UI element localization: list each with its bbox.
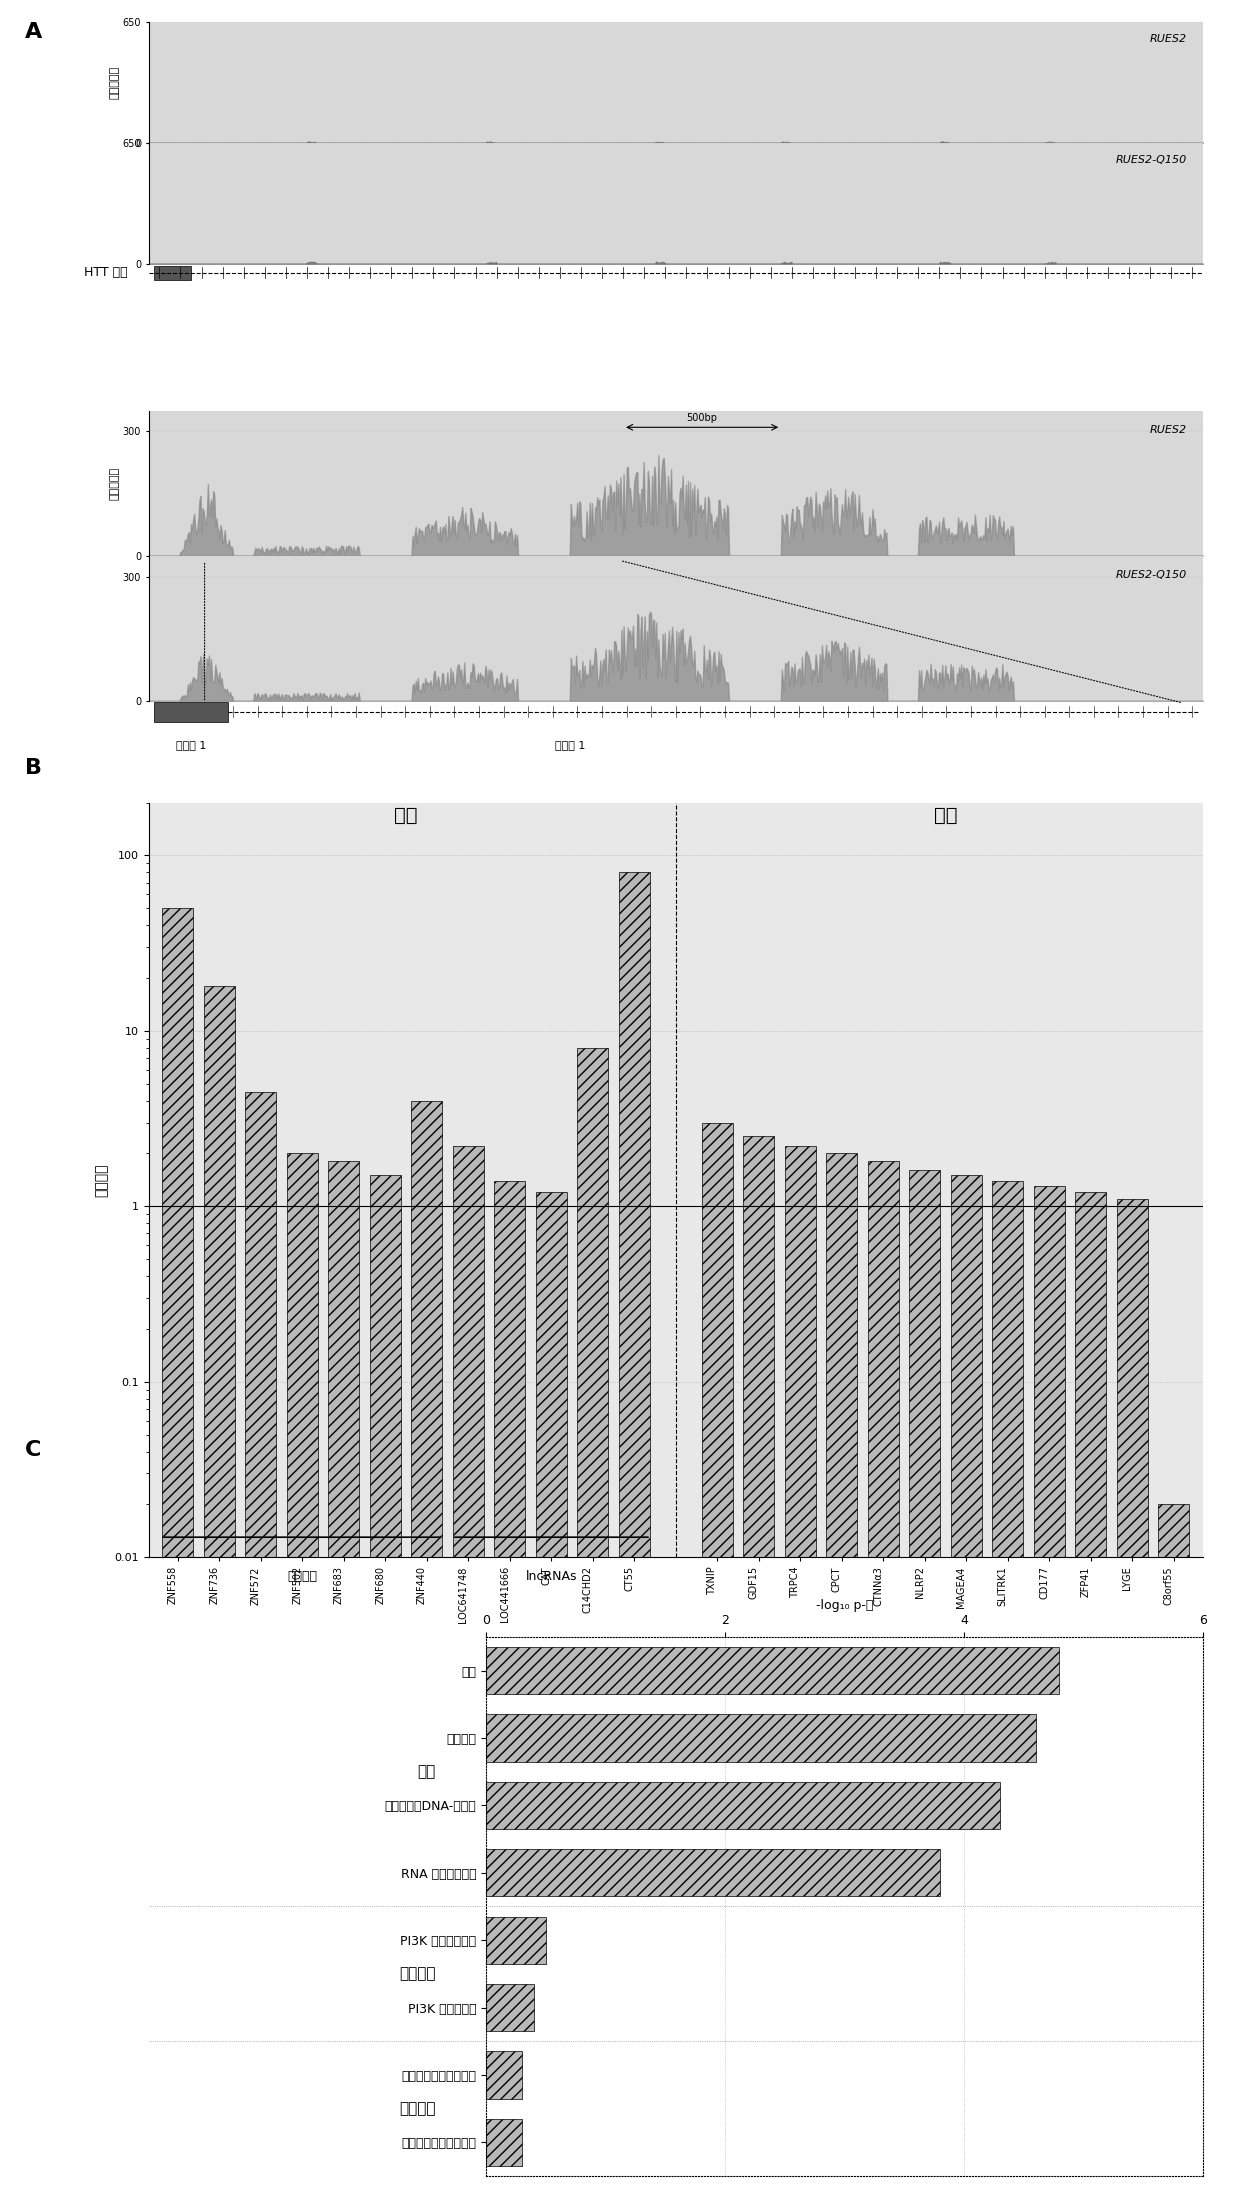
Bar (154, 701, 228, 721)
Bar (486, 1849, 940, 1897)
Bar (154, 266, 191, 279)
Bar (486, 2119, 522, 2165)
Text: HTT 基因: HTT 基因 (84, 266, 128, 279)
Bar (486, 1714, 1035, 1761)
Bar (486, 2051, 522, 2099)
Bar (619, 873, 650, 2198)
Text: 内含子 1: 内含子 1 (556, 741, 585, 750)
Bar (453, 1145, 484, 2198)
Text: C: C (25, 1440, 41, 1459)
Text: 下调: 下调 (934, 804, 957, 824)
Text: 500bp: 500bp (687, 413, 718, 424)
Bar (370, 1176, 401, 2198)
Bar (951, 1176, 982, 2198)
X-axis label: -log₁₀ p-値: -log₁₀ p-値 (816, 1598, 873, 1611)
Bar (246, 1092, 277, 2198)
Bar (785, 1145, 816, 2198)
Text: A: A (25, 22, 42, 42)
Bar (412, 1101, 443, 2198)
Y-axis label: 倍数变化: 倍数变化 (95, 1163, 109, 1196)
Y-axis label: 阅读覆盖盖: 阅读覆盖盖 (110, 66, 120, 99)
Bar (162, 908, 193, 2198)
Bar (909, 1172, 940, 2198)
Bar (1117, 1198, 1148, 2198)
Bar (495, 1180, 526, 2198)
Text: lncRNAs: lncRNAs (526, 1569, 577, 1583)
Bar (578, 1048, 609, 2198)
Bar (702, 1123, 733, 2198)
Text: RUES2-Q150: RUES2-Q150 (1116, 156, 1187, 165)
Bar (1075, 1191, 1106, 2198)
Text: RUES2-Q150: RUES2-Q150 (1116, 569, 1187, 580)
Bar (486, 1917, 546, 1963)
Bar (1034, 1187, 1065, 2198)
Bar (1158, 1503, 1189, 2198)
Bar (203, 987, 234, 2198)
Bar (486, 1646, 1059, 1695)
Bar (486, 1783, 999, 1829)
Text: 外显子 1: 外显子 1 (176, 741, 206, 750)
Text: 锡指蛋白: 锡指蛋白 (288, 1569, 317, 1583)
Bar (486, 1985, 534, 2031)
Bar (826, 1154, 857, 2198)
Text: 信号转导: 信号转导 (399, 1967, 435, 1980)
Text: B: B (25, 758, 42, 778)
Bar (743, 1136, 774, 2198)
Bar (329, 1161, 360, 2198)
Text: RUES2: RUES2 (1149, 35, 1187, 44)
Text: 氧化应激: 氧化应激 (399, 2101, 435, 2117)
Bar (536, 1191, 567, 2198)
Bar (992, 1180, 1023, 2198)
Text: 转录: 转录 (417, 1765, 435, 1778)
Y-axis label: 阅读覆盖盖: 阅读覆盖盖 (110, 466, 120, 499)
Bar (286, 1154, 317, 2198)
Text: 上调: 上调 (394, 804, 418, 824)
Bar (868, 1161, 899, 2198)
Text: RUES2: RUES2 (1149, 424, 1187, 435)
